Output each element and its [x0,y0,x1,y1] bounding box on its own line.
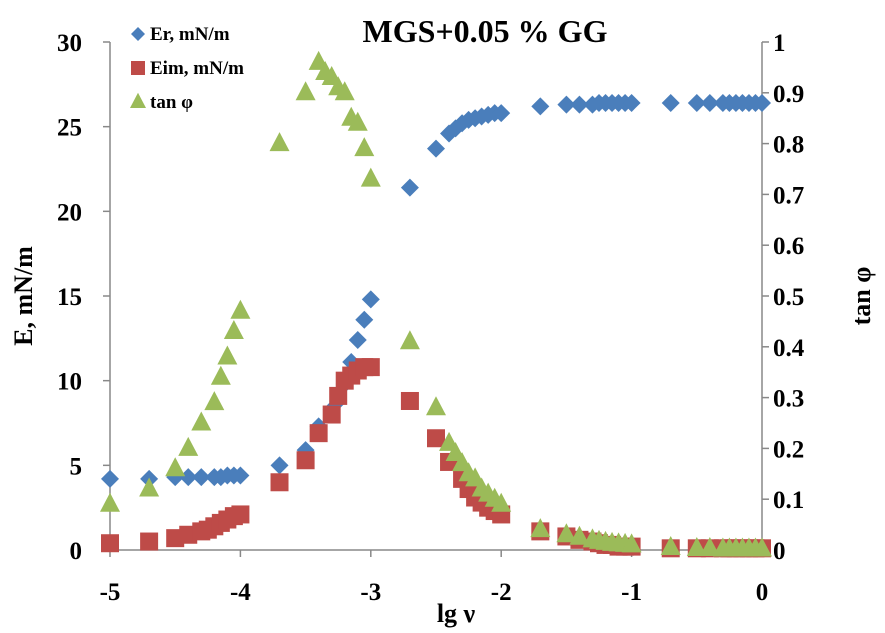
y2-tick-label: 0 [773,538,786,565]
data-point [348,331,367,350]
y-tick-label: 15 [57,284,82,311]
y2-tick-label: 0.2 [773,436,804,463]
y2-tick-label: 0.5 [773,284,804,311]
data-point [556,523,577,543]
data-point [223,320,244,340]
data-point [191,411,212,431]
data-point [361,358,380,377]
data-point [354,137,375,157]
data-point [752,537,772,557]
data-point [179,468,198,487]
data-point [269,132,290,152]
legend-swatch [131,27,145,41]
data-marks [100,50,772,558]
data-point [569,525,590,545]
data-point [100,492,120,512]
legend-swatch [130,92,146,108]
data-point [660,535,681,555]
data-point [270,473,289,492]
x-tick-label: -5 [100,579,121,606]
legend-label: Eim, mN/m [150,58,244,79]
data-point [686,536,707,556]
data-point [530,518,551,538]
data-point [231,466,250,485]
y2-tick-label: 1 [773,30,786,57]
chart-title: MGS+0.05 % GG [363,13,608,49]
axes [109,42,763,551]
data-point [531,97,550,116]
data-point [492,104,511,123]
data-point [296,451,315,470]
data-point [231,505,250,524]
y-tick-label: 25 [57,115,82,142]
data-point [687,93,706,112]
data-point [355,310,374,329]
data-point [217,345,238,365]
data-point [622,93,641,112]
data-point [753,93,771,112]
y2-tick-label: 0.4 [773,335,805,362]
y2-tick-label: 0.9 [773,81,804,108]
data-point [210,365,231,385]
data-point [322,405,341,424]
data-point [329,386,348,405]
legend-swatch [131,61,145,75]
y-tick-label: 20 [57,199,82,226]
data-point [230,299,251,319]
y2-axis-title: tan φ [847,267,876,326]
data-point [700,93,719,112]
x-tick-label: -3 [360,579,381,606]
data-point [347,111,368,131]
legend-label: tan φ [150,92,193,113]
data-point [570,95,589,114]
data-point [661,93,680,112]
data-point [270,456,289,475]
x-tick-label: -1 [621,579,642,606]
x-tick-label: -4 [230,579,251,606]
data-point [399,330,420,350]
x-tick-label: 0 [756,579,769,606]
data-point [101,469,119,488]
data-point [139,477,160,497]
y-tick-label: 30 [57,30,82,57]
data-point [491,492,512,512]
data-point [426,396,446,416]
data-point [101,534,119,553]
data-point [204,391,225,411]
data-point [427,139,445,158]
y2-tick-label: 0.6 [773,233,804,260]
data-point [400,391,419,410]
y2-tick-label: 0.1 [773,487,804,514]
legend-label: Er, mN/m [150,24,230,45]
data-point [400,178,419,197]
y-tick-label: 5 [70,453,83,480]
data-point [557,95,576,114]
data-point [192,468,211,487]
data-point [178,436,199,456]
data-point [360,167,381,187]
data-point [295,81,316,101]
ticks: -5 -4 -3 -2 -1 005101520253000.10.20.30.40.50… [57,30,805,606]
y2-tick-label: 0.3 [773,386,804,413]
y-tick-label: 0 [70,538,83,565]
data-point [165,457,186,477]
data-point [427,429,445,448]
x-tick-label: -2 [491,579,512,606]
series-2 [100,50,772,557]
data-point [140,532,159,551]
series-1 [101,358,771,558]
legend: Er, mN/m Eim, mN/m tan φ [130,24,244,113]
y-tick-label: 10 [57,369,82,396]
data-point [621,533,642,553]
data-point [334,81,355,101]
y2-tick-label: 0.7 [773,182,804,209]
data-point [699,536,720,556]
x-axis-title: lg ν [437,599,476,628]
y-axis-title: E, mN/m [9,246,38,346]
y2-tick-label: 0.8 [773,132,804,159]
data-point [309,424,328,443]
data-point [361,290,380,309]
